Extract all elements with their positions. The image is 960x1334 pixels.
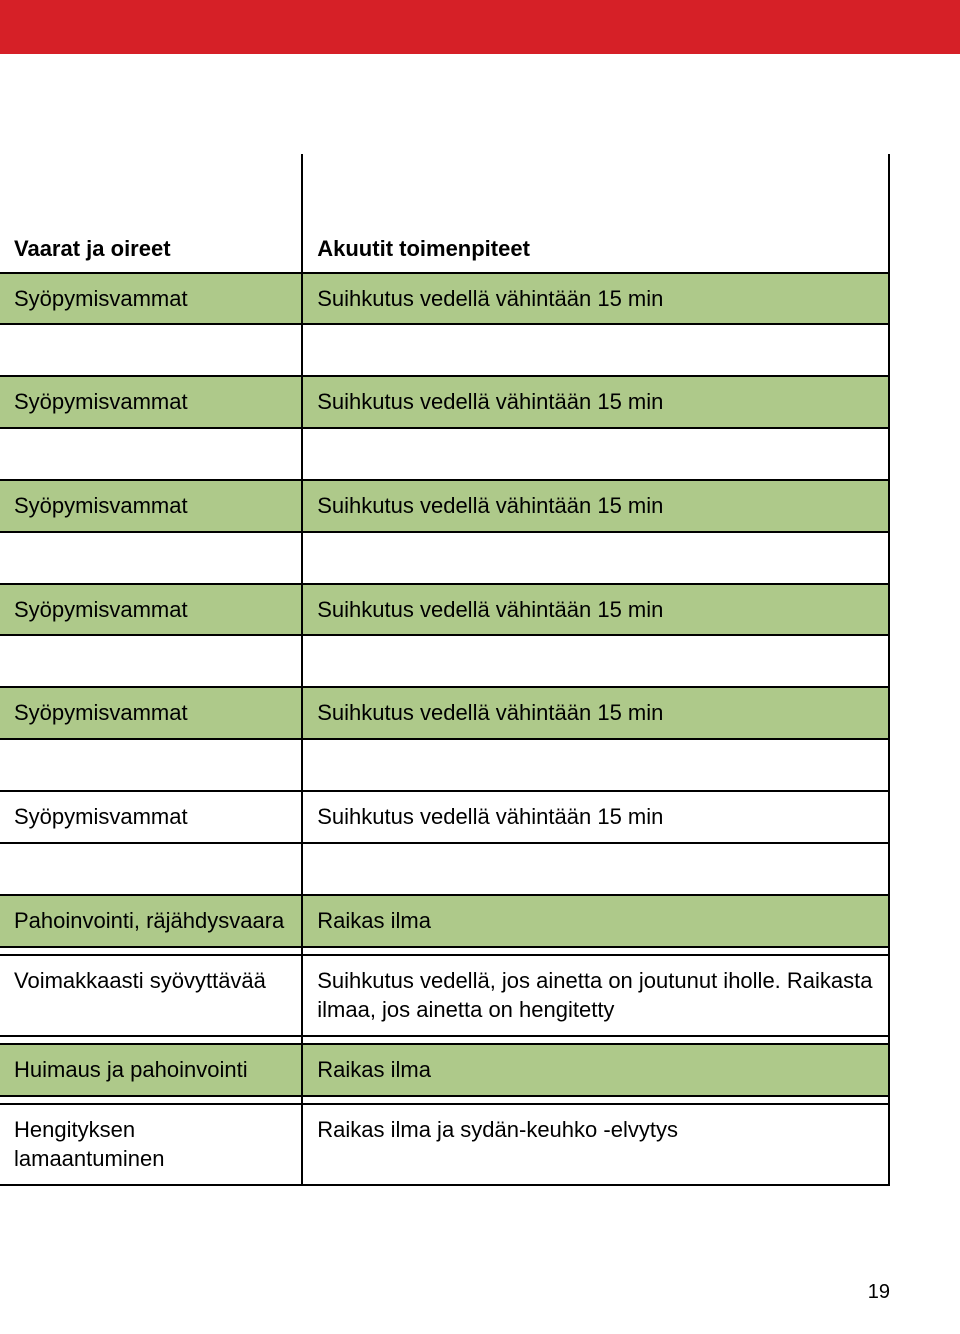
table-row: Pahoinvointi, räjähdysvaaraRaikas ilma [0, 895, 889, 947]
cell-action [302, 635, 889, 687]
cell-hazard [0, 428, 302, 480]
cell-action: Raikas ilma [302, 1044, 889, 1096]
table-row: SyöpymisvammatSuihkutus vedellä vähintää… [0, 687, 889, 739]
cell-hazard [0, 1036, 302, 1044]
cell-hazard: Syöpymisvammat [0, 791, 302, 843]
cell-hazard: Hengityksen lamaantuminen [0, 1104, 302, 1185]
table-row [0, 428, 889, 480]
table-row: Hengityksen lamaantuminenRaikas ilma ja … [0, 1104, 889, 1185]
table-row: SyöpymisvammatSuihkutus vedellä vähintää… [0, 480, 889, 532]
cell-action [302, 843, 889, 895]
cell-hazard: Syöpymisvammat [0, 376, 302, 428]
cell-action: Raikas ilma [302, 895, 889, 947]
table-container: Vaarat ja oireetAkuutit toimenpiteetSyöp… [0, 54, 960, 1186]
cell-hazard [0, 739, 302, 791]
cell-hazard [0, 324, 302, 376]
page-number: 19 [868, 1281, 890, 1304]
cell-action [302, 428, 889, 480]
table-row: SyöpymisvammatSuihkutus vedellä vähintää… [0, 273, 889, 325]
cell-hazard [0, 843, 302, 895]
cell-hazard: Huimaus ja pahoinvointi [0, 1044, 302, 1096]
cell-action [302, 1036, 889, 1044]
table-row: SyöpymisvammatSuihkutus vedellä vähintää… [0, 376, 889, 428]
cell-action [302, 1096, 889, 1104]
table-row [0, 532, 889, 584]
cell-action: Suihkutus vedellä vähintään 15 min [302, 584, 889, 636]
table-row: Voimakkaasti syövyttävääSuihkutus vedell… [0, 955, 889, 1036]
table-row [0, 1036, 889, 1044]
cell-hazard [0, 947, 302, 955]
table-row [0, 843, 889, 895]
cell-action [302, 947, 889, 955]
cell-action: Suihkutus vedellä vähintään 15 min [302, 480, 889, 532]
top-red-bar [0, 0, 960, 54]
cell-action [302, 739, 889, 791]
cell-hazard: Pahoinvointi, räjähdysvaara [0, 895, 302, 947]
table-row [0, 739, 889, 791]
cell-action: Suihkutus vedellä vähintään 15 min [302, 791, 889, 843]
cell-action: Suihkutus vedellä, jos ainetta on joutun… [302, 955, 889, 1036]
header-col2: Akuutit toimenpiteet [302, 154, 889, 273]
table-row [0, 635, 889, 687]
table-row [0, 324, 889, 376]
table-row: SyöpymisvammatSuihkutus vedellä vähintää… [0, 791, 889, 843]
cell-hazard [0, 635, 302, 687]
cell-action: Suihkutus vedellä vähintään 15 min [302, 687, 889, 739]
cell-hazard [0, 1096, 302, 1104]
cell-hazard: Voimakkaasti syövyttävää [0, 955, 302, 1036]
header-col1: Vaarat ja oireet [0, 154, 302, 273]
cell-action: Raikas ilma ja sydän-keuhko -elvytys [302, 1104, 889, 1185]
cell-hazard: Syöpymisvammat [0, 584, 302, 636]
hazard-table: Vaarat ja oireetAkuutit toimenpiteetSyöp… [0, 154, 890, 1186]
table-row [0, 1096, 889, 1104]
cell-hazard [0, 532, 302, 584]
cell-action [302, 532, 889, 584]
cell-action: Suihkutus vedellä vähintään 15 min [302, 273, 889, 325]
table-row: SyöpymisvammatSuihkutus vedellä vähintää… [0, 584, 889, 636]
cell-hazard: Syöpymisvammat [0, 480, 302, 532]
cell-action: Suihkutus vedellä vähintään 15 min [302, 376, 889, 428]
table-row [0, 947, 889, 955]
cell-hazard: Syöpymisvammat [0, 273, 302, 325]
cell-hazard: Syöpymisvammat [0, 687, 302, 739]
table-row: Huimaus ja pahoinvointiRaikas ilma [0, 1044, 889, 1096]
cell-action [302, 324, 889, 376]
